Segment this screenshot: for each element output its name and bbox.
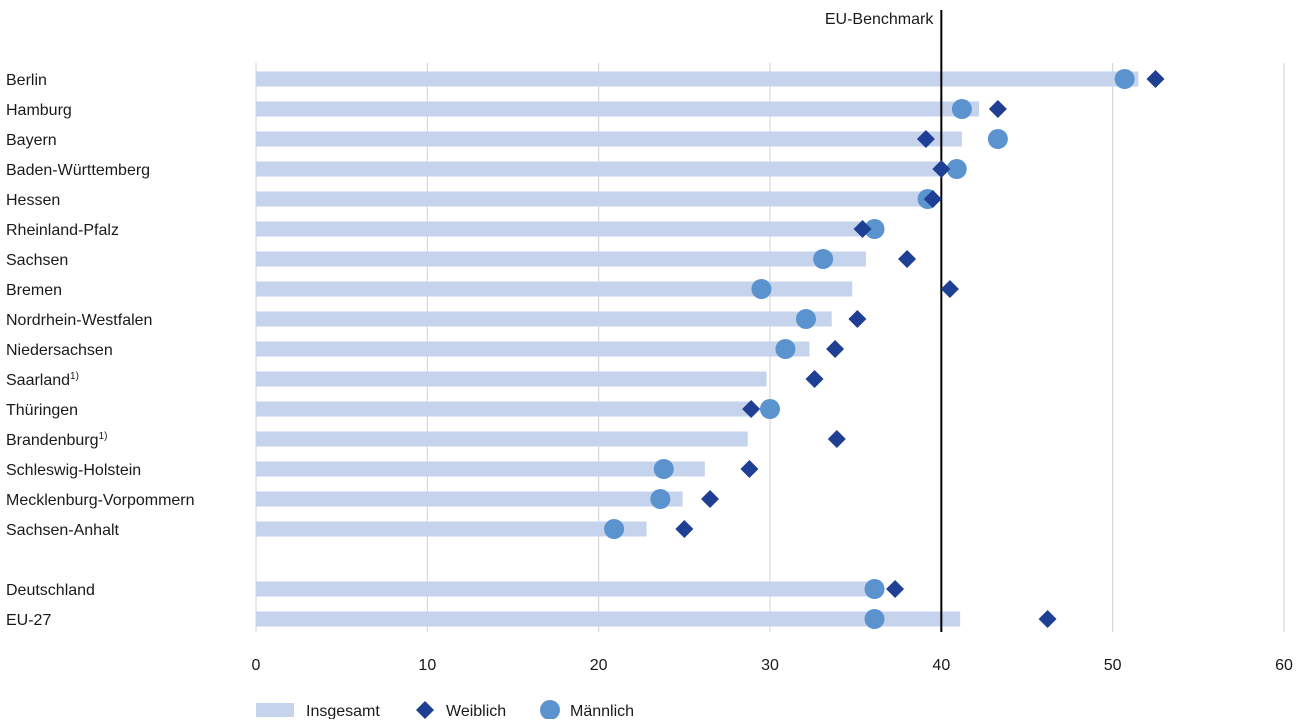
circle-marker-baden-württemberg xyxy=(946,159,967,179)
category-label-mecklenburg-vorpommern: Mecklenburg-Vorpommern xyxy=(6,492,195,509)
bar-schleswig-holstein xyxy=(256,461,705,477)
category-label-saarland: Saarland1) xyxy=(6,371,79,389)
category-label-bayern: Bayern xyxy=(6,132,57,149)
bar-bayern xyxy=(256,131,962,147)
x-tick-label-50: 50 xyxy=(1104,657,1122,674)
diamond-marker-hamburg xyxy=(988,100,1007,118)
category-label-deutschland: Deutschland xyxy=(6,582,95,599)
legend-label-maennlich: Männlich xyxy=(570,703,634,719)
category-label-nordrhein-westfalen: Nordrhein-Westfalen xyxy=(6,312,152,329)
category-label-sachsen-anhalt: Sachsen-Anhalt xyxy=(6,522,120,539)
circle-marker-mecklenburg-vorpommern xyxy=(650,489,671,509)
diamond-marker-rheinland-pfalz xyxy=(853,220,872,238)
bar-niedersachsen xyxy=(256,341,810,357)
footnote-marker: 1) xyxy=(70,371,79,382)
diamond-marker-eu-27 xyxy=(1038,610,1057,628)
legend-swatch-weiblich xyxy=(416,701,434,719)
benchmark-label: EU-Benchmark xyxy=(825,11,934,28)
x-tick-label-60: 60 xyxy=(1275,657,1293,674)
legend-swatch-insgesamt xyxy=(256,703,294,717)
bar-mecklenburg-vorpommern xyxy=(256,491,683,507)
x-tick-label-20: 20 xyxy=(590,657,608,674)
category-label-baden-württemberg: Baden-Württemberg xyxy=(6,162,150,179)
category-label-rheinland-pfalz: Rheinland-Pfalz xyxy=(6,222,119,239)
diamond-marker-thüringen xyxy=(742,400,761,418)
legend-label-weiblich: Weiblich xyxy=(446,703,506,719)
category-label-niedersachsen: Niedersachsen xyxy=(6,342,113,359)
diamond-marker-saarland xyxy=(805,370,824,388)
circle-marker-eu-27 xyxy=(864,609,885,629)
category-label-schleswig-holstein: Schleswig-Holstein xyxy=(6,462,141,479)
x-tick-label-10: 10 xyxy=(418,657,436,674)
markers xyxy=(604,69,1165,629)
circle-marker-nordrhein-westfalen xyxy=(795,309,816,329)
circle-marker-rheinland-pfalz xyxy=(864,219,885,239)
category-label-sachsen: Sachsen xyxy=(6,252,68,269)
circle-marker-niedersachsen xyxy=(775,339,796,359)
circle-marker-sachsen xyxy=(813,249,834,269)
circle-marker-deutschland xyxy=(864,579,885,599)
diamond-marker-baden-württemberg xyxy=(932,160,951,178)
circle-marker-berlin xyxy=(1114,69,1135,89)
diamond-marker-schleswig-holstein xyxy=(740,460,759,478)
diamond-marker-berlin xyxy=(1146,70,1165,88)
diamond-marker-nordrhein-westfalen xyxy=(848,310,867,328)
benchmark-line-group: EU-Benchmark xyxy=(825,10,943,632)
bar-brandenburg xyxy=(256,431,748,447)
diamond-marker-bayern xyxy=(916,130,935,148)
bar-eu-27 xyxy=(256,611,961,627)
circle-marker-sachsen-anhalt xyxy=(604,519,625,539)
x-tick-label-40: 40 xyxy=(932,657,950,674)
circle-marker-bremen xyxy=(751,279,772,299)
diamond-marker-mecklenburg-vorpommern xyxy=(701,490,720,508)
bar-deutschland xyxy=(256,581,873,597)
circle-marker-thüringen xyxy=(760,399,780,419)
bar-saarland xyxy=(256,371,767,387)
category-label-thüringen: Thüringen xyxy=(6,402,78,419)
x-axis-tick-labels: 0 10 20 30 40 50 60 xyxy=(252,657,1293,674)
category-label-brandenburg: Brandenburg1) xyxy=(6,431,107,449)
diamond-marker-deutschland xyxy=(886,580,905,598)
bar-sachsen xyxy=(256,251,866,267)
bar-rheinland-pfalz xyxy=(256,221,865,237)
bars xyxy=(256,71,1139,627)
category-label-eu-27: EU-27 xyxy=(6,612,51,629)
bar-hamburg xyxy=(256,101,980,117)
category-labels: Berlin Hamburg Bayern Baden-Württemberg Hess… xyxy=(6,72,195,629)
diamond-marker-brandenburg xyxy=(827,430,846,448)
legend-swatch-maennlich xyxy=(540,700,560,720)
category-label-bremen: Bremen xyxy=(6,282,62,299)
bar-bremen xyxy=(256,281,853,297)
bar-hessen xyxy=(256,191,926,207)
category-label-hessen: Hessen xyxy=(6,192,60,209)
x-tick-label-0: 0 xyxy=(252,657,261,674)
x-tick-label-30: 30 xyxy=(761,657,779,674)
legend: Insgesamt Weiblich Männlich xyxy=(256,700,634,720)
bar-sachsen-anhalt xyxy=(256,521,647,537)
footnote-marker: 1) xyxy=(99,431,108,442)
bar-nordrhein-westfalen xyxy=(256,311,832,327)
bar-berlin xyxy=(256,71,1139,87)
bar-thüringen xyxy=(256,401,753,417)
category-label-berlin: Berlin xyxy=(6,72,47,89)
category-label-hamburg: Hamburg xyxy=(6,102,72,119)
diamond-marker-niedersachsen xyxy=(826,340,845,358)
diamond-marker-sachsen-anhalt xyxy=(675,520,694,538)
bar-baden-württemberg xyxy=(256,161,944,177)
circle-marker-schleswig-holstein xyxy=(653,459,674,479)
diamond-marker-bremen xyxy=(940,280,959,298)
circle-marker-hamburg xyxy=(951,99,972,119)
circle-marker-bayern xyxy=(987,129,1008,149)
diamond-marker-hessen xyxy=(923,190,942,208)
legend-label-insgesamt: Insgesamt xyxy=(306,703,380,719)
diamond-marker-sachsen xyxy=(898,250,917,268)
